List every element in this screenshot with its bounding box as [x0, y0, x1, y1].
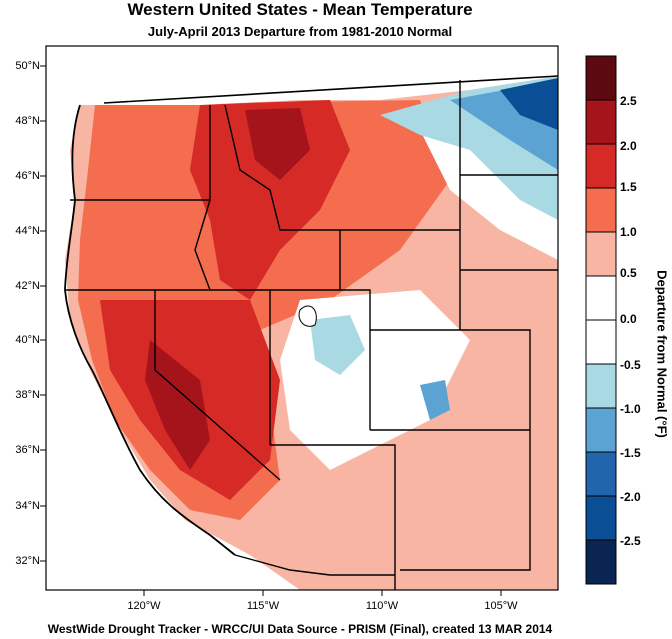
latitude-label-40n: 40°N — [15, 334, 40, 346]
colorbar-tick-label: 0.0 — [620, 312, 637, 326]
id-mt-border — [224, 104, 300, 231]
longitude-label-120w: 120°W — [127, 600, 161, 612]
longitude-label-115w: 115°W — [246, 600, 280, 612]
colorbar-box — [585, 495, 617, 541]
latitude-label-48n: 48°N — [15, 115, 40, 127]
anomaly-region-very-cold — [500, 78, 558, 130]
map-title: Western United States - Mean Temperature — [127, 0, 473, 19]
colorbar-box — [585, 539, 617, 585]
colorbar-box — [585, 99, 617, 145]
anomaly-region-cool — [310, 315, 365, 375]
latitude-label-50n: 50°N — [15, 60, 40, 72]
co-border — [370, 329, 531, 431]
us-mexico-border — [234, 554, 395, 576]
canada-no-data-area — [46, 46, 558, 105]
anomaly-region-cool — [420, 380, 450, 420]
colorbar-box — [585, 363, 617, 409]
ut-co-border — [339, 230, 371, 430]
colorbar-tick-label: 2.5 — [620, 94, 637, 108]
latitude-label-42n: 42°N — [15, 280, 40, 292]
colorbar-box — [585, 143, 617, 189]
colorbar-box — [585, 451, 617, 497]
colorbar-box — [585, 407, 617, 453]
latitude-label-32n: 32°N — [15, 555, 40, 567]
colorbar-tick-label: -0.5 — [620, 358, 641, 372]
colorbar-tick-label: -1.5 — [620, 446, 641, 460]
latitude-label-34n: 34°N — [15, 500, 40, 512]
colorbar-tick-label: -2.5 — [620, 534, 641, 548]
anomaly-region-very-strong-warm — [245, 108, 310, 180]
ca-nv-border — [154, 290, 281, 481]
colorbar-box — [585, 231, 617, 277]
colorbar-box — [585, 55, 617, 101]
id-west-border — [194, 105, 211, 291]
longitude-ticks — [143, 590, 502, 596]
map-subtitle: July-April 2013 Departure from 1981-2010… — [147, 24, 453, 39]
colorbar-tick-label: 0.5 — [620, 266, 637, 280]
map-footer: WestWide Drought Tracker - WRCC/UI Data … — [47, 622, 553, 636]
colorbar-tick-label: -1.0 — [620, 402, 641, 416]
colorbar-tick-label: -2.0 — [620, 490, 641, 504]
anomaly-region-very-strong-warm — [145, 340, 210, 470]
longitude-label-110w: 110°W — [365, 600, 399, 612]
colorbar-box — [585, 187, 617, 233]
az-nm-border — [270, 444, 396, 590]
colorbar — [585, 55, 617, 585]
longitude-label-105w: 105°W — [484, 600, 518, 612]
nm-tx-border — [400, 430, 531, 571]
coastline — [64, 104, 236, 556]
colorbar-tick-label: 1.0 — [620, 225, 637, 239]
latitude-label-38n: 38°N — [15, 389, 40, 401]
great-salt-lake — [298, 305, 317, 327]
colorbar-tick-label: 1.5 — [620, 180, 637, 194]
latitude-label-36n: 36°N — [15, 444, 40, 456]
plot-frame — [45, 45, 559, 591]
state-boundaries — [64, 75, 558, 590]
colorbar-box — [585, 275, 617, 321]
latitude-ticks — [40, 65, 46, 562]
latitude-label-44n: 44°N — [15, 225, 40, 237]
colorbar-box — [585, 319, 617, 365]
colorbar-tick-label: 2.0 — [620, 139, 637, 153]
us-canada-border — [103, 75, 558, 104]
latitude-label-46n: 46°N — [15, 170, 40, 182]
